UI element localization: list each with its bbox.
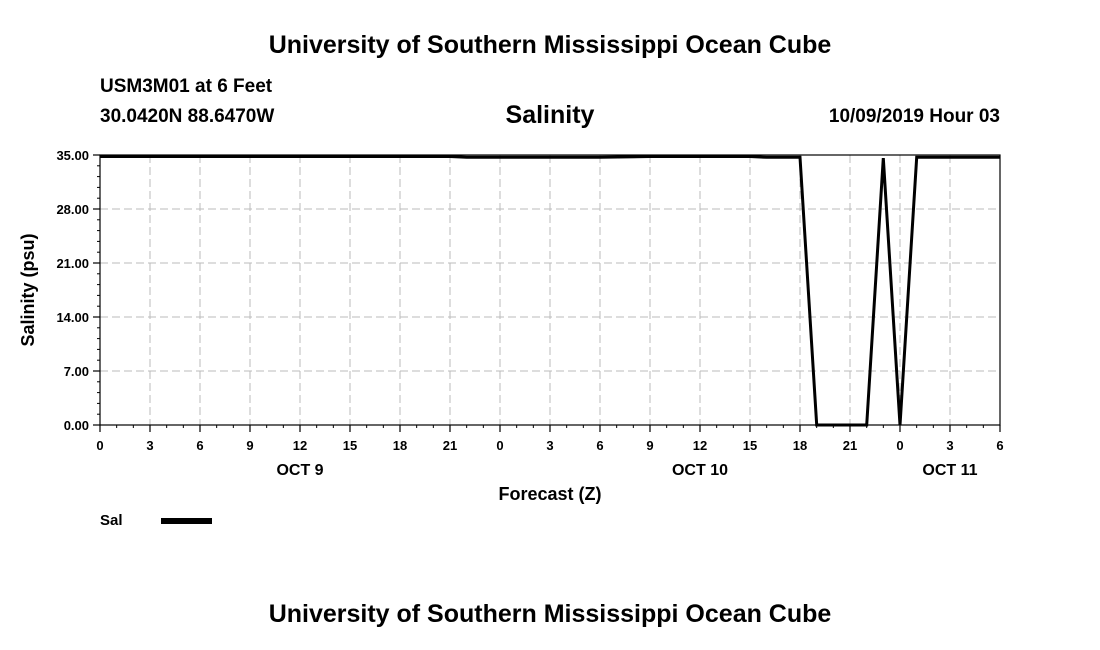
x-tick-label: 6 bbox=[996, 438, 1003, 453]
legend-label: Sal bbox=[100, 512, 123, 529]
y-tick-label: 35.00 bbox=[56, 148, 89, 163]
x-tick-label: 18 bbox=[393, 438, 407, 453]
x-tick-label: 18 bbox=[793, 438, 807, 453]
y-tick-label: 14.00 bbox=[56, 310, 89, 325]
x-tick-label: 12 bbox=[693, 438, 707, 453]
x-tick-label: 3 bbox=[946, 438, 953, 453]
x-tick-label: 6 bbox=[196, 438, 203, 453]
y-tick-label: 28.00 bbox=[56, 202, 89, 217]
x-tick-label: 21 bbox=[443, 438, 457, 453]
day-label: OCT 10 bbox=[672, 462, 728, 479]
forecast-datetime: 10/09/2019 Hour 03 bbox=[828, 106, 1000, 127]
x-tick-label: 0 bbox=[496, 438, 503, 453]
main-title: University of Southern Mississippi Ocean… bbox=[268, 31, 832, 59]
x-tick-label: 15 bbox=[343, 438, 357, 453]
day-label: OCT 11 bbox=[922, 462, 977, 479]
y-tick-label: 0.00 bbox=[64, 418, 89, 433]
chart-title: Salinity bbox=[505, 101, 595, 129]
x-tick-label: 9 bbox=[246, 438, 253, 453]
y-tick-label: 7.00 bbox=[64, 364, 89, 379]
x-tick-label: 3 bbox=[146, 438, 153, 453]
day-label: OCT 9 bbox=[276, 462, 323, 479]
x-tick-label: 3 bbox=[546, 438, 553, 453]
y-tick-label: 21.00 bbox=[56, 256, 89, 271]
coordinates-label: 30.0420N 88.6470W bbox=[100, 106, 275, 127]
x-tick-label: 9 bbox=[646, 438, 653, 453]
station-label: USM3M01 at 6 Feet bbox=[100, 76, 273, 97]
salinity-series-line bbox=[100, 155, 1000, 427]
x-axis-label: Forecast (Z) bbox=[498, 484, 601, 504]
x-tick-label: 0 bbox=[896, 438, 903, 453]
x-tick-label: 0 bbox=[96, 438, 103, 453]
x-tick-label: 15 bbox=[743, 438, 757, 453]
footer-title: University of Southern Mississippi Ocean… bbox=[268, 600, 832, 628]
y-axis-label: Salinity (psu) bbox=[18, 233, 38, 346]
x-tick-label: 12 bbox=[293, 438, 307, 453]
x-tick-label: 6 bbox=[596, 438, 603, 453]
x-tick-label: 21 bbox=[843, 438, 857, 453]
